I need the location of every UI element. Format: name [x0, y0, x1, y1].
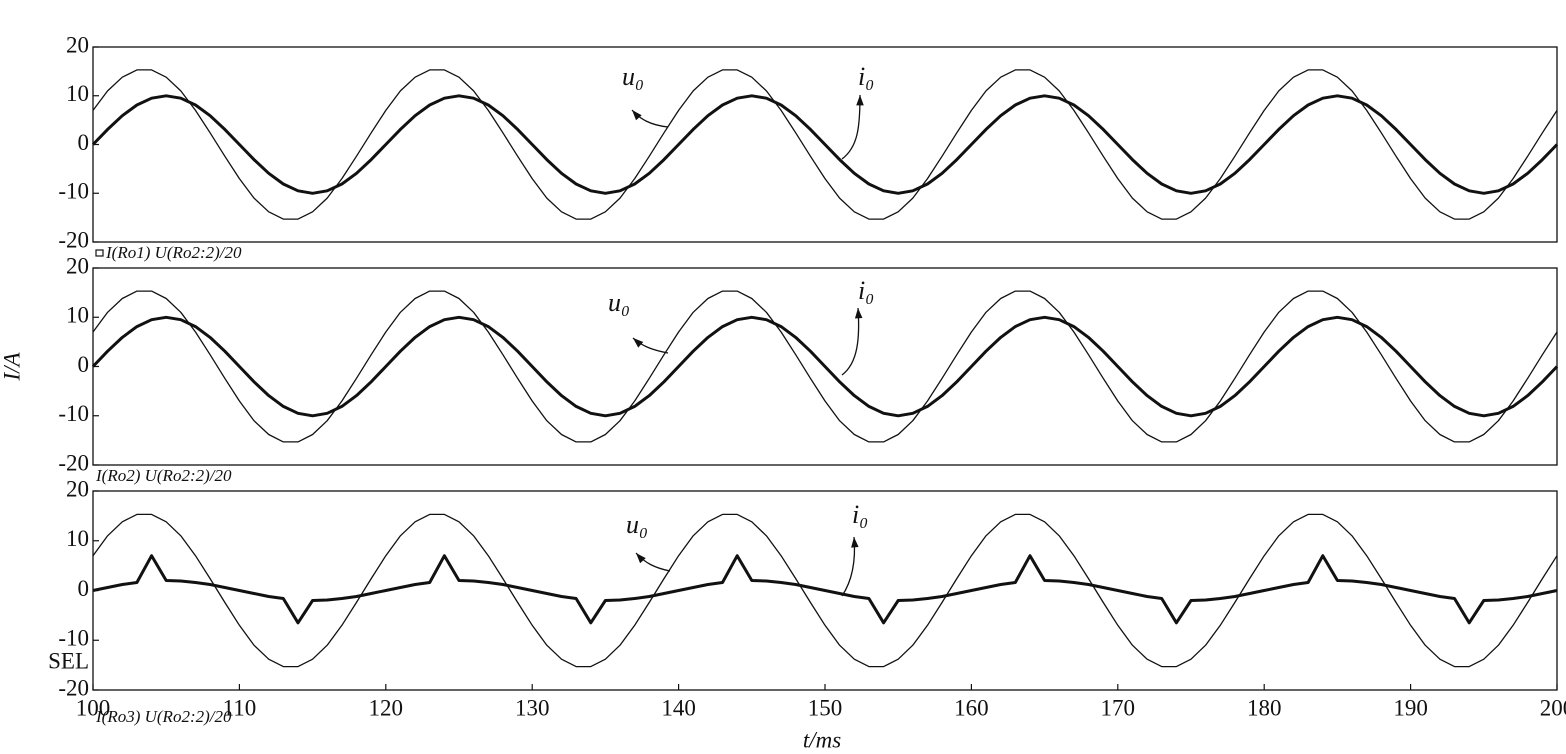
- panel-note: SEL: [48, 648, 89, 673]
- y-tick-label: 0: [78, 576, 90, 601]
- x-tick-label: 190: [1393, 695, 1428, 720]
- annotation: i₀: [858, 62, 874, 91]
- y-tick-label: 20: [66, 32, 89, 57]
- series-line: [91, 94, 1559, 195]
- x-tick-label: 110: [223, 695, 257, 720]
- y-tick-label: 10: [66, 526, 89, 551]
- x-tick-label: 150: [808, 695, 843, 720]
- panel-label: I(Ro3) U(Ro2:2)/20: [95, 707, 232, 726]
- y-axis-label: I/A: [0, 352, 24, 382]
- annotation: u₀: [622, 62, 644, 91]
- x-tick-label: 180: [1247, 695, 1282, 720]
- y-tick-label: -20: [58, 227, 89, 252]
- y-tick-label: 10: [66, 81, 89, 106]
- arrow-head: [851, 537, 859, 548]
- arrow-head: [854, 308, 863, 319]
- annotation: i₀: [852, 500, 868, 529]
- panel-label: I(Ro2) U(Ro2:2)/20: [95, 466, 232, 485]
- series-line: [91, 315, 1559, 418]
- y-tick-label: -10: [58, 401, 89, 426]
- arrow-head: [632, 110, 642, 121]
- x-axis-label: t/ms: [803, 727, 841, 752]
- x-tick-label: 100: [76, 695, 111, 720]
- series-line: [92, 554, 1558, 625]
- y-tick-label: 10: [66, 303, 89, 328]
- panel-label: I(Ro1) U(Ro2:2)/20: [105, 243, 242, 262]
- x-tick-label: 160: [954, 695, 989, 720]
- y-tick-label: -20: [58, 450, 89, 475]
- annotation: u₀: [626, 510, 648, 539]
- series-line: [92, 513, 1558, 668]
- x-tick-label: 140: [661, 695, 696, 720]
- annotation: u₀: [608, 288, 630, 317]
- annotation: i₀: [858, 276, 874, 305]
- y-tick-label: 20: [66, 476, 89, 501]
- arrow-head: [636, 553, 646, 564]
- x-tick-label: 120: [369, 695, 404, 720]
- y-tick-label: -20: [58, 675, 89, 700]
- y-tick-label: -10: [58, 179, 89, 204]
- y-tick-label: -10: [58, 626, 89, 651]
- y-tick-label: 0: [78, 130, 90, 155]
- x-tick-label: 130: [515, 695, 550, 720]
- arrow-head: [633, 338, 644, 348]
- y-tick-label: 0: [78, 352, 90, 377]
- x-tick-label: 200: [1540, 695, 1566, 720]
- arrow-head: [856, 95, 864, 106]
- legend-marker: [95, 249, 104, 257]
- y-tick-label: 20: [66, 253, 89, 278]
- x-tick-label: 170: [1101, 695, 1136, 720]
